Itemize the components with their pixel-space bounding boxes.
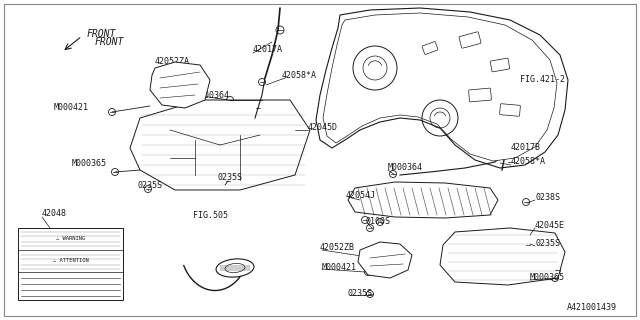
Text: FRONT: FRONT <box>87 29 116 39</box>
Text: ⚠ WARNING: ⚠ WARNING <box>56 236 85 242</box>
Text: 42017A: 42017A <box>253 45 283 54</box>
Text: 0235S: 0235S <box>138 180 163 189</box>
Text: 42045D: 42045D <box>308 124 338 132</box>
Polygon shape <box>316 8 568 168</box>
FancyBboxPatch shape <box>500 104 520 116</box>
Polygon shape <box>150 62 210 108</box>
Text: 0235S: 0235S <box>218 173 243 182</box>
Text: M000421: M000421 <box>54 103 89 113</box>
Text: 42054J: 42054J <box>346 190 376 199</box>
Text: 42058*A: 42058*A <box>282 70 317 79</box>
Ellipse shape <box>225 263 245 273</box>
Polygon shape <box>130 100 310 190</box>
Polygon shape <box>358 242 412 278</box>
Text: M000365: M000365 <box>530 274 565 283</box>
Text: FIG.505: FIG.505 <box>193 211 228 220</box>
Text: A421001439: A421001439 <box>567 302 617 311</box>
Text: 42045E: 42045E <box>535 220 565 229</box>
FancyBboxPatch shape <box>490 58 509 72</box>
Text: 42052ZA: 42052ZA <box>155 58 190 67</box>
Text: M000364: M000364 <box>388 164 423 172</box>
Text: 0238S: 0238S <box>535 194 560 203</box>
Polygon shape <box>323 13 557 161</box>
FancyBboxPatch shape <box>468 88 492 102</box>
FancyBboxPatch shape <box>422 42 438 54</box>
Text: 42058*A: 42058*A <box>511 157 546 166</box>
Text: FRONT: FRONT <box>95 37 124 47</box>
Bar <box>18 228 123 300</box>
Text: M000365: M000365 <box>72 158 107 167</box>
Text: FIG.421-2: FIG.421-2 <box>520 76 565 84</box>
Text: ⚠ ATTENTION: ⚠ ATTENTION <box>52 259 88 263</box>
Text: 0235S: 0235S <box>348 289 373 298</box>
Text: M000364: M000364 <box>195 91 230 100</box>
Ellipse shape <box>216 259 254 277</box>
Polygon shape <box>348 182 498 218</box>
Text: 0235S: 0235S <box>535 239 560 249</box>
Text: 42017B: 42017B <box>511 143 541 153</box>
Text: 0100S: 0100S <box>366 218 391 227</box>
FancyBboxPatch shape <box>459 32 481 48</box>
Text: M000421: M000421 <box>322 262 357 271</box>
Text: 42048: 42048 <box>42 210 67 219</box>
Polygon shape <box>440 228 565 285</box>
Text: 42052ZB: 42052ZB <box>320 244 355 252</box>
